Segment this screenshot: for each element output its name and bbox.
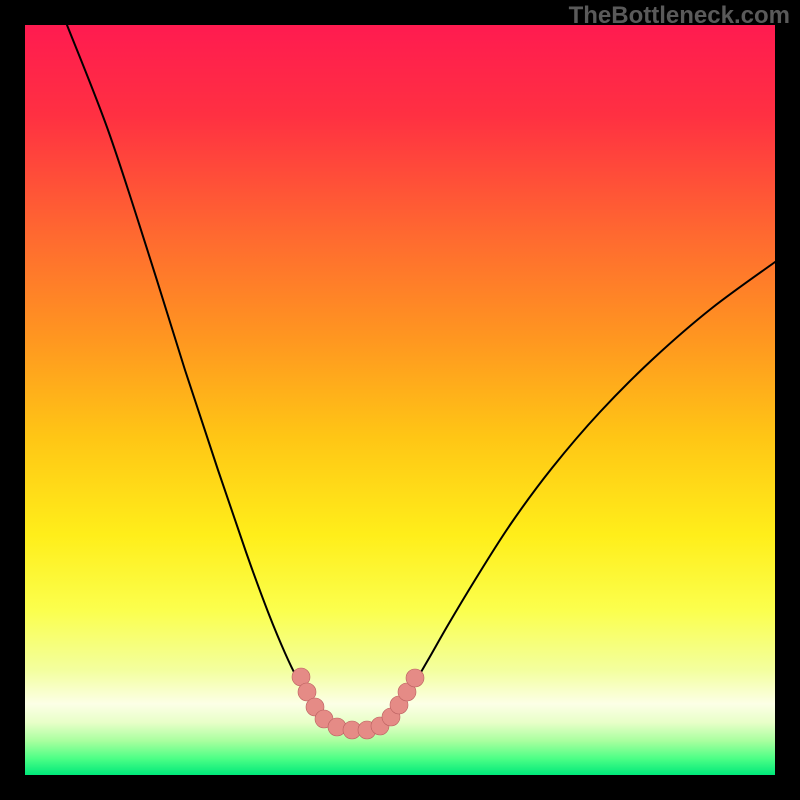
chart-svg [0,0,800,800]
marker-dot [406,669,424,687]
gradient-panel [25,25,775,775]
chart-stage: TheBottleneck.com [0,0,800,800]
watermark-text: TheBottleneck.com [569,2,790,30]
